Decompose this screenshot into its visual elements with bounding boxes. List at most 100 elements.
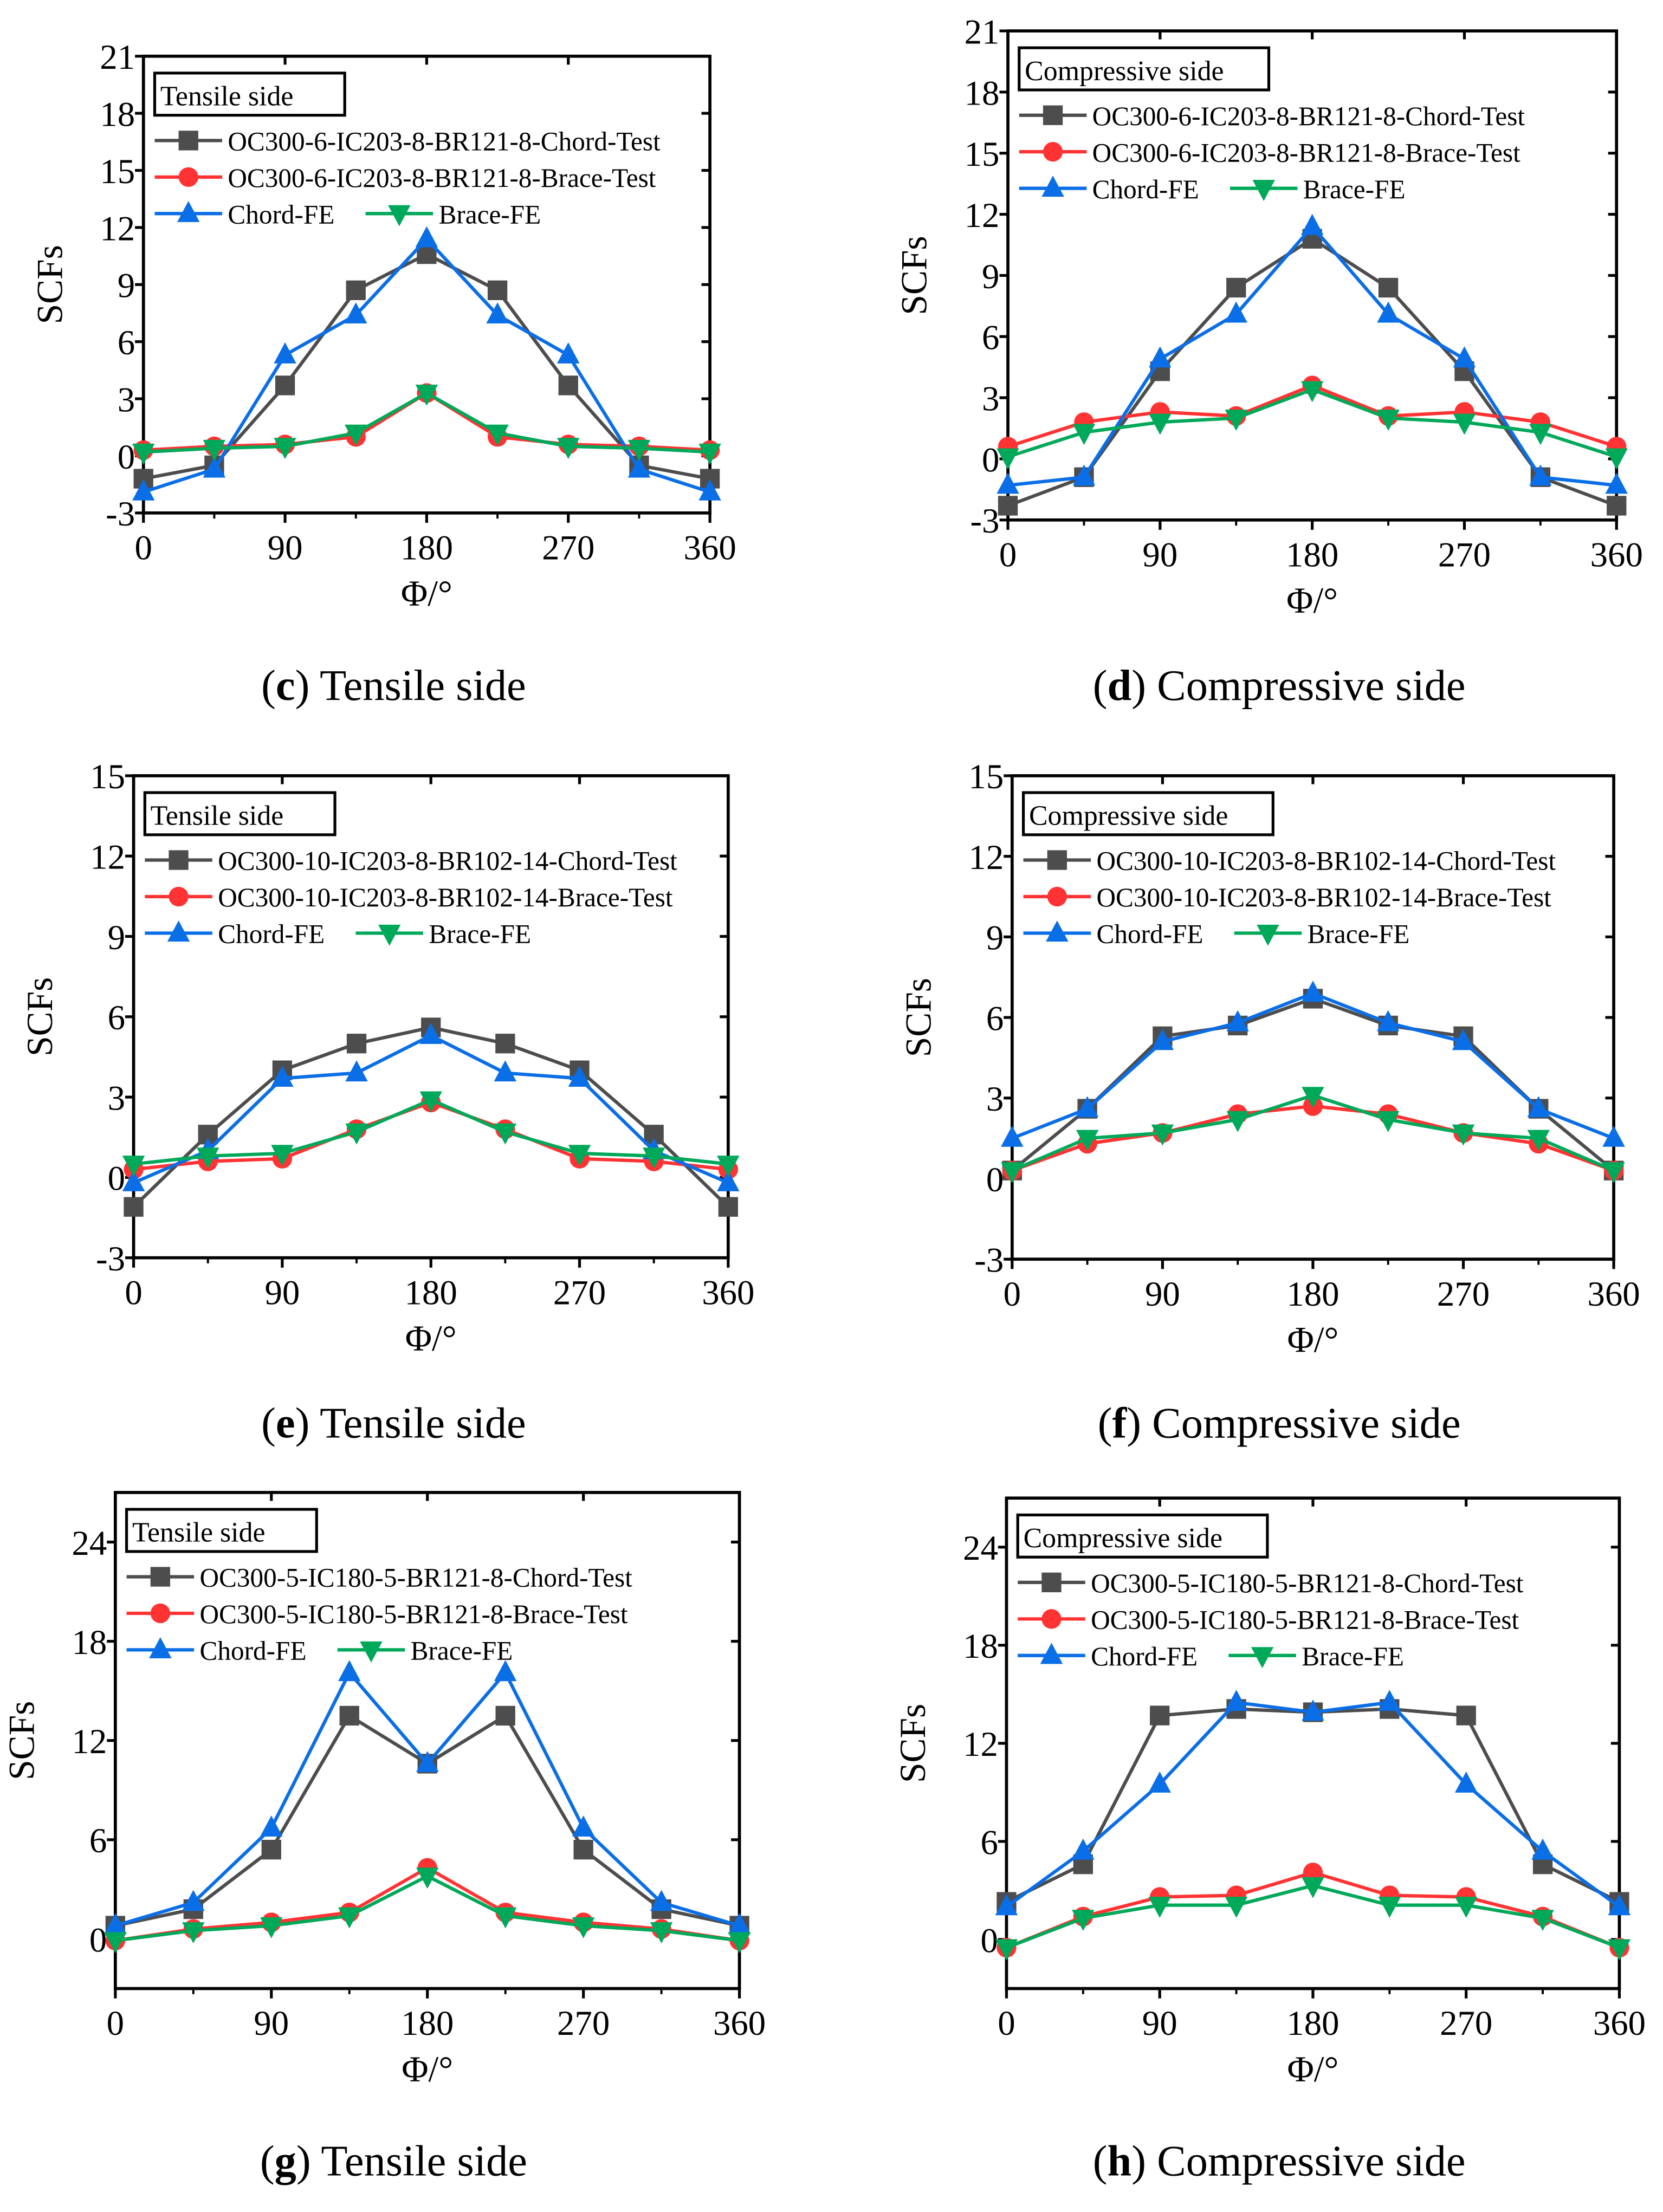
data-point [1076,1096,1099,1118]
x-tick-label: 270 [557,2004,610,2043]
y-tick-label: 12 [968,838,1004,877]
y-tick-label: 0 [982,440,999,479]
x-tick-label: 360 [1593,2004,1646,2043]
x-tick-label: 90 [264,1273,300,1312]
data-point [1453,346,1476,368]
data-point [419,1023,442,1044]
legend-marker [1040,1643,1063,1664]
data-point [271,1066,294,1087]
legend-entry: Chord-FE [1091,1642,1198,1671]
legend-marker [177,200,200,222]
x-tick-label: 0 [1004,1275,1021,1314]
y-tick-label: 15 [100,152,135,191]
series-brace-fe [996,381,1628,470]
data-point [1149,413,1172,435]
chart-panel-h: 0 90 180 270 360 0 6 12 18 24 Φ/° SCFs Compressive s… [892,1496,1646,2185]
data-point [203,456,226,478]
caption-letter: h [1108,2137,1132,2185]
x-tick-label: 180 [400,528,453,567]
data-point [1378,277,1399,298]
series-line [132,1026,730,1208]
data-point [728,1913,751,1935]
x-axis-label: Φ/° [402,2049,453,2090]
x-tick-label: 360 [683,528,736,567]
data-point [1072,1838,1095,1860]
data-point [1151,1029,1174,1050]
series-brace-fe [1001,1087,1625,1183]
legend-entry: OC300-10-IC203-8-BR102-14-Brace-Test [1096,883,1551,912]
data-point [1150,1705,1170,1726]
data-point [1377,410,1400,431]
data-point [494,1660,517,1682]
figure-caption: (e) Tensile side [261,1399,526,1448]
data-point [416,1751,439,1773]
y-tick-label: 24 [963,1529,998,1568]
x-tick-label: 0 [135,528,152,567]
legend-marker [1047,886,1067,907]
data-point [1602,1125,1625,1147]
x-tick-label: 360 [713,2004,766,2043]
data-point [1302,1087,1324,1108]
data-point [487,280,508,300]
x-tick-label: 180 [1286,1275,1339,1314]
data-point [494,1060,517,1082]
legend-entry: OC300-10-IC203-8-BR102-14-Chord-Test [1096,846,1556,876]
y-tick-label: 3 [108,1079,125,1118]
data-point [1377,301,1400,323]
legend-entry: OC300-6-IC203-8-BR121-8-Chord-Test [228,127,661,157]
data-point [271,1145,294,1166]
y-tick-label: 6 [118,323,135,362]
x-tick-label: 360 [1590,535,1643,574]
data-point [124,1197,144,1217]
caption-text: Tensile side [309,1399,526,1448]
data-point [132,443,155,465]
series-line [115,1713,740,1928]
legend: Tensile side OC300-10-IC203-8-BR102-14-Ch… [143,791,677,949]
data-point [1378,1897,1401,1918]
y-tick-label: 0 [108,1159,125,1198]
data-point [1225,1690,1248,1711]
data-point [728,1932,751,1954]
y-tick-label: 9 [108,918,125,957]
y-tick-label: 18 [100,95,135,134]
series-line [1007,224,1617,487]
legend-marker [1046,920,1069,942]
legend-entry: Chord-FE [1096,919,1203,949]
data-point [1452,1029,1475,1050]
caption-paren-close: ) [295,661,310,710]
legend-entry: Brace-FE [411,1636,513,1666]
data-point [568,1066,591,1087]
x-tick-label: 180 [1286,2004,1339,2043]
y-tick-label: -3 [106,495,135,534]
data-point [344,424,367,446]
chart-panel-f: 0 90 180 270 360-303691215Φ/°SCFsCompressive… [898,757,1640,1447]
x-tick-label: 90 [1142,535,1177,574]
caption-paren-open: ( [1093,661,1108,710]
y-tick-label: -3 [96,1240,125,1279]
legend-entry: OC300-5-IC180-5-BR121-8-Chord-Test [1091,1568,1524,1598]
x-tick-label: 90 [268,528,303,567]
data-point [1527,1096,1550,1118]
data-point [1453,413,1476,435]
chart-panel-c: 0 90 180 270 360-3036912151821Φ/°SCFsTensile… [29,38,736,710]
x-tick-label: 270 [553,1273,606,1312]
caption-letter: g [275,2137,296,2185]
data-point [486,302,509,324]
caption-paren-close: ) [296,2137,311,2185]
data-point [261,1839,281,1860]
data-point [1149,346,1172,368]
legend: Compressive side OC300-5-IC180-5-BR121-8-… [1016,1513,1524,1671]
data-point [717,1170,740,1191]
data-point [182,1922,205,1944]
data-point [1226,277,1246,298]
legend-marker [178,167,198,187]
y-tick-label: 15 [90,757,125,796]
data-point [1225,1897,1248,1918]
legend-title-box [143,791,337,836]
y-tick-label: 15 [968,757,1004,796]
x-tick-label: 90 [254,2004,289,2043]
y-tick-label: 12 [963,1725,998,1764]
data-point [486,424,509,446]
data-point [346,280,366,300]
